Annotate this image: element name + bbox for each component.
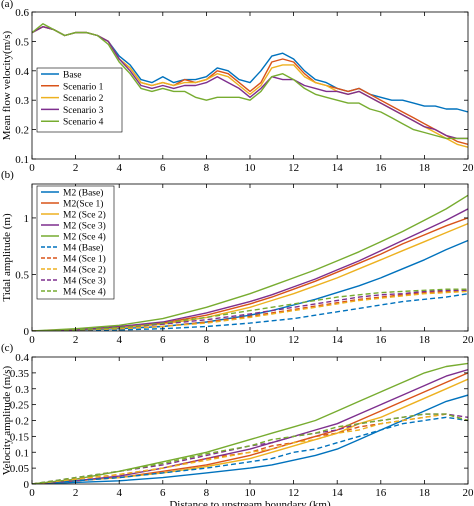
legend-label: M4 (Sce 1) (63, 254, 106, 265)
legend-label: M4 (Sce 4) (63, 287, 106, 298)
x-tick-label: 16 (375, 334, 387, 346)
legend: M2 (Base)M2(Sce 1)M2 (Sce 2)M2 (Sce 3)M2… (36, 185, 115, 300)
y-tick-label: 0 (24, 479, 30, 491)
x-axis-label: Distance to upstream boundary (km) (169, 499, 331, 506)
y-tick-label: 0 (24, 326, 30, 338)
y-tick-label: 0.5 (15, 36, 29, 48)
series-line-c-4 (32, 362, 468, 484)
x-tick-label: 12 (288, 334, 299, 346)
legend-label: M4 (Base) (63, 243, 103, 254)
chart-panel-b: 0 2 4 6 8 10 12 14 16 18 20 0 0.5 1 (b) Tidal amplitude… (1, 169, 474, 346)
y-tick-label: 0.3 (15, 384, 29, 396)
y-tick-label: 0.05 (10, 463, 30, 475)
series-line-c-2 (32, 378, 468, 484)
x-tick-label: 2 (73, 334, 79, 346)
series-line-a-4 (32, 23, 468, 140)
x-tick-label: 20 (463, 334, 474, 346)
x-tick-label: 8 (204, 162, 210, 174)
x-tick-label: 16 (375, 162, 387, 174)
y-axis-label: Velocity amplitude (m/s) (1, 365, 13, 475)
x-tick-label: 0 (29, 162, 35, 174)
y-tick-label: 0.2 (15, 125, 29, 137)
legend-label: M4 (Sce 2) (63, 265, 106, 276)
series-group (32, 194, 468, 331)
panel-label: (c) (1, 342, 14, 354)
series-line-a-3 (32, 26, 468, 140)
legend-label: M2(Sce 1) (63, 199, 103, 210)
y-axis-label: Tidal amplitude (m) (1, 213, 13, 302)
chart-panel-a: 0 2 4 6 8 10 12 14 16 18 20 0.1 0.2 0.3 0.4 0.5 0.6(a) Me… (1, 0, 474, 174)
legend-label: M2 (Sce 2) (63, 210, 106, 221)
y-tick-label: 0.4 (15, 66, 29, 78)
series-line-c-7 (32, 413, 468, 484)
x-tick-label: 6 (160, 334, 166, 346)
x-tick-label: 14 (332, 334, 344, 346)
x-tick-label: 8 (204, 334, 210, 346)
x-tick-label: 6 (160, 487, 166, 499)
x-tick-label: 4 (116, 487, 122, 499)
legend-label: M4 (Sce 3) (63, 276, 106, 287)
series-line-c-3 (32, 369, 468, 484)
y-tick-label: 0.2 (15, 416, 29, 428)
legend-label: M2 (Base) (63, 188, 103, 199)
y-tick-label: 1 (24, 213, 30, 225)
x-tick-label: 18 (419, 162, 431, 174)
y-tick-label: 0.35 (10, 368, 30, 380)
x-tick-label: 4 (116, 334, 122, 346)
series-line-c-9 (32, 413, 468, 484)
series-line-b-6 (32, 289, 468, 331)
y-tick-label: 0.25 (10, 400, 30, 412)
x-tick-label: 16 (375, 487, 387, 499)
x-tick-label: 2 (73, 487, 79, 499)
y-tick-label: 0.6 (15, 7, 29, 19)
series-line-b-3 (32, 208, 468, 331)
x-tick-label: 10 (245, 162, 257, 174)
x-tick-label: 20 (463, 162, 474, 174)
legend-label: Scenario 1 (63, 82, 104, 92)
legend-label: Scenario 2 (63, 94, 104, 104)
series-line-b-7 (32, 290, 468, 331)
y-tick-label: 0.3 (15, 95, 29, 107)
y-axis-label: Mean flow velocity(m/s) (1, 30, 13, 140)
x-tick-label: 14 (332, 487, 344, 499)
x-tick-label: 0 (29, 487, 35, 499)
y-tick-label: 0.1 (15, 447, 29, 459)
series-line-c-5 (32, 416, 468, 484)
x-tick-label: 0 (29, 334, 35, 346)
legend-label: Scenario 3 (63, 106, 104, 116)
legend-label: M2 (Sce 3) (63, 221, 106, 232)
x-tick-label: 10 (245, 334, 257, 346)
x-tick-label: 4 (116, 162, 122, 174)
legend-label: Base (63, 71, 81, 81)
y-tick-label: 0.1 (15, 154, 29, 166)
panel-label: (b) (1, 169, 14, 181)
series-line-b-2 (32, 222, 468, 331)
legend-label: Scenario 4 (63, 118, 104, 128)
x-tick-label: 12 (288, 487, 299, 499)
y-tick-label: 0.4 (15, 352, 29, 364)
series-line-c-1 (32, 372, 468, 484)
x-tick-label: 18 (419, 487, 431, 499)
x-tick-label: 14 (332, 162, 344, 174)
x-tick-label: 18 (419, 334, 431, 346)
x-tick-label: 6 (160, 162, 166, 174)
panel-label: (a) (1, 0, 14, 10)
series-line-b-4 (32, 194, 468, 331)
y-tick-label: 0.5 (15, 269, 29, 281)
series-group (32, 362, 468, 484)
chart-panel-c: 0 2 4 6 8 10 12 14 16 18 20 0 0.05 0.1 0.15 0.2 0.25 0.3 0… (1, 342, 474, 506)
x-tick-label: 2 (73, 162, 79, 174)
x-tick-label: 12 (288, 162, 299, 174)
x-tick-label: 10 (245, 487, 257, 499)
legend-label: M2 (Sce 4) (63, 232, 106, 243)
y-tick-label: 0.15 (10, 431, 30, 443)
x-tick-label: 8 (204, 487, 210, 499)
series-line-b-5 (32, 293, 468, 331)
series-group (32, 23, 468, 148)
series-line-b-8 (32, 289, 468, 331)
x-tick-label: 20 (463, 487, 474, 499)
series-line-b-9 (32, 288, 468, 331)
